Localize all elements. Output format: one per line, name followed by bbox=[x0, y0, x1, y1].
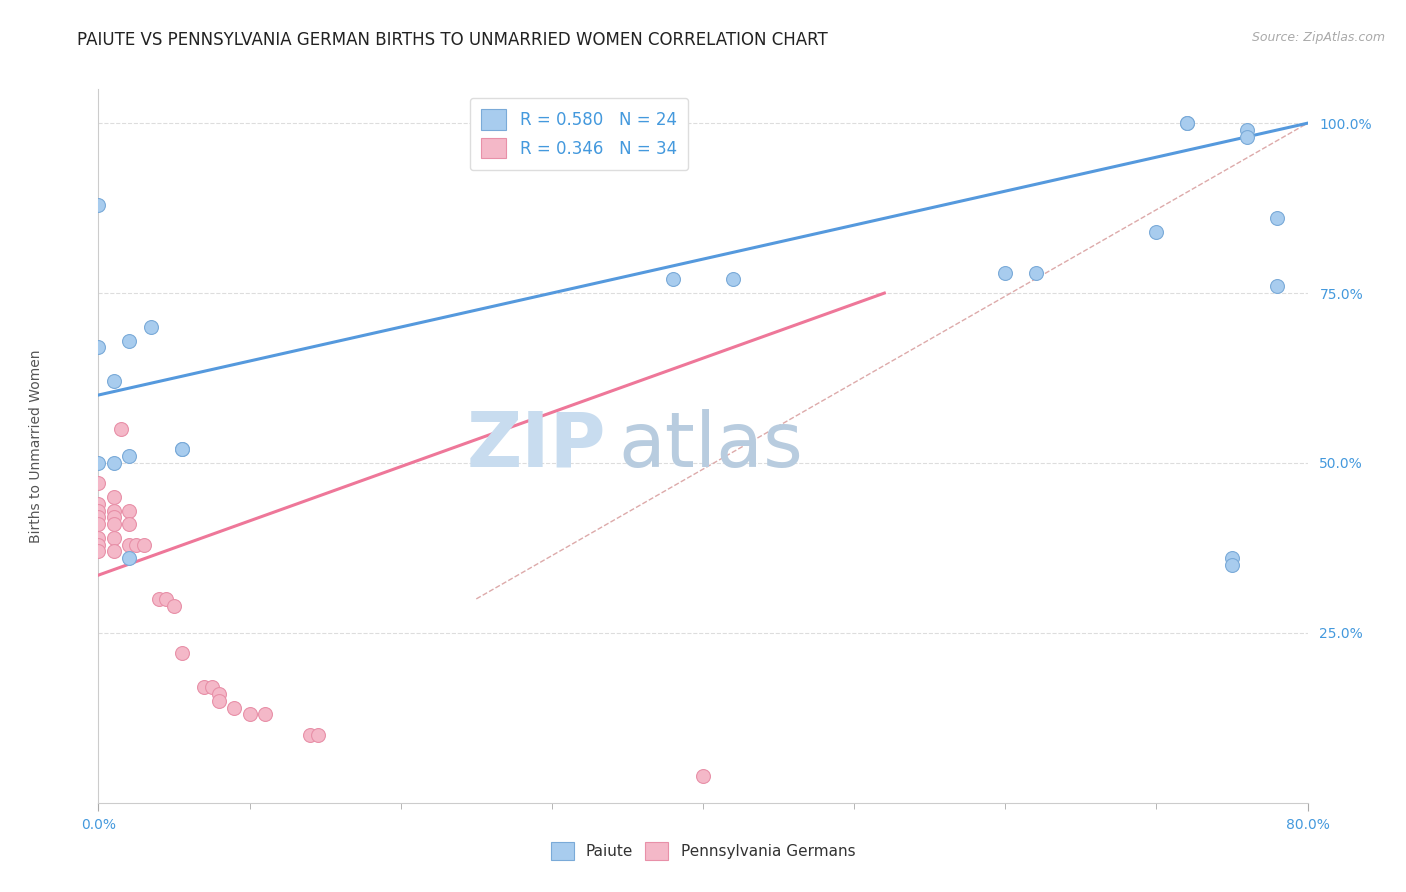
Text: PAIUTE VS PENNSYLVANIA GERMAN BIRTHS TO UNMARRIED WOMEN CORRELATION CHART: PAIUTE VS PENNSYLVANIA GERMAN BIRTHS TO … bbox=[77, 31, 828, 49]
Point bbox=[1267, 211, 1289, 226]
Y-axis label: Births to Unmarried Women: Births to Unmarried Women bbox=[30, 350, 42, 542]
Point bbox=[118, 551, 141, 566]
Point bbox=[103, 544, 125, 558]
Text: atlas: atlas bbox=[619, 409, 803, 483]
Point bbox=[87, 517, 110, 532]
Point bbox=[208, 687, 231, 701]
Point bbox=[208, 694, 231, 708]
Point bbox=[1024, 266, 1046, 280]
Point bbox=[170, 442, 193, 457]
Point bbox=[87, 503, 110, 517]
Point bbox=[148, 591, 170, 606]
Point bbox=[307, 728, 329, 742]
Point bbox=[1144, 225, 1167, 239]
Point bbox=[1220, 558, 1243, 572]
Point bbox=[103, 456, 125, 470]
Point bbox=[224, 700, 246, 714]
Point bbox=[723, 272, 745, 286]
Point bbox=[118, 503, 141, 517]
Point bbox=[103, 510, 125, 524]
Point bbox=[87, 341, 110, 355]
Point bbox=[661, 272, 683, 286]
Point bbox=[103, 490, 125, 504]
Point bbox=[253, 707, 276, 722]
Point bbox=[103, 531, 125, 545]
Point bbox=[87, 497, 110, 511]
Point bbox=[170, 442, 193, 457]
Text: Source: ZipAtlas.com: Source: ZipAtlas.com bbox=[1251, 31, 1385, 45]
Legend: Paiute, Pennsylvania Germans: Paiute, Pennsylvania Germans bbox=[544, 836, 862, 866]
Point bbox=[125, 537, 148, 551]
Point bbox=[141, 320, 163, 334]
Point bbox=[87, 510, 110, 524]
Point bbox=[87, 531, 110, 545]
Point bbox=[193, 680, 215, 694]
Point bbox=[239, 707, 262, 722]
Point bbox=[118, 449, 141, 463]
Point bbox=[87, 198, 110, 212]
Point bbox=[103, 375, 125, 389]
Point bbox=[692, 769, 714, 783]
Point bbox=[163, 599, 186, 613]
Point bbox=[87, 537, 110, 551]
Point bbox=[87, 476, 110, 491]
Point bbox=[132, 537, 155, 551]
Point bbox=[87, 456, 110, 470]
Point bbox=[1220, 551, 1243, 566]
Point bbox=[299, 728, 322, 742]
Point bbox=[1175, 116, 1198, 130]
Point bbox=[118, 517, 141, 532]
Point bbox=[994, 266, 1017, 280]
Text: ZIP: ZIP bbox=[467, 409, 606, 483]
Point bbox=[103, 503, 125, 517]
Point bbox=[201, 680, 224, 694]
Point bbox=[155, 591, 177, 606]
Point bbox=[103, 517, 125, 532]
Point bbox=[1175, 116, 1198, 130]
Point bbox=[1236, 129, 1258, 144]
Point bbox=[1236, 123, 1258, 137]
Point bbox=[118, 537, 141, 551]
Point bbox=[87, 544, 110, 558]
Point bbox=[1267, 279, 1289, 293]
Point bbox=[118, 334, 141, 348]
Point bbox=[110, 422, 132, 436]
Point bbox=[170, 646, 193, 660]
